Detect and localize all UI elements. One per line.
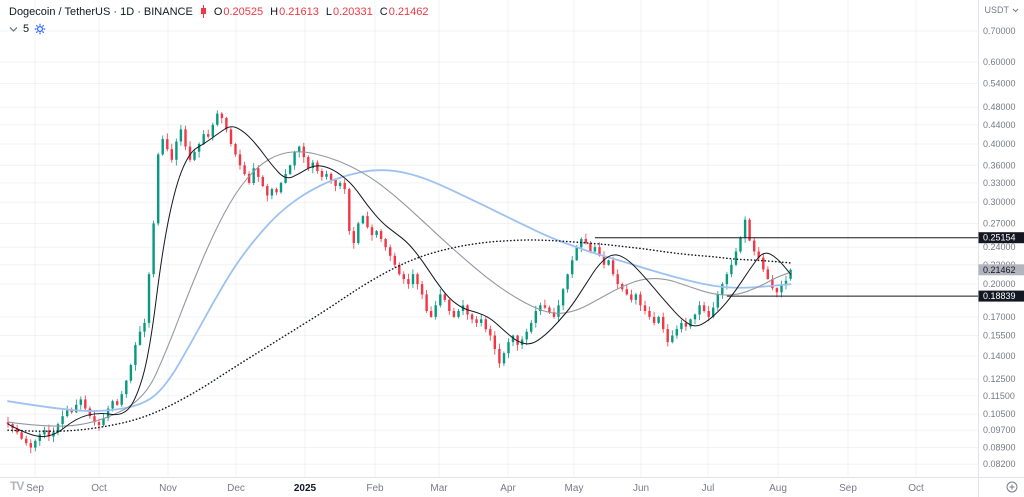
svg-text:0.10500: 0.10500 xyxy=(983,409,1016,419)
svg-text:0.17000: 0.17000 xyxy=(983,312,1016,322)
svg-text:0.70000: 0.70000 xyxy=(983,26,1016,36)
svg-text:0.44000: 0.44000 xyxy=(983,120,1016,130)
ma-fast-black xyxy=(7,126,792,438)
price-axis-bg xyxy=(978,0,1024,497)
close-label: C xyxy=(379,5,388,18)
svg-text:0.08900: 0.08900 xyxy=(983,443,1016,453)
svg-text:Oct: Oct xyxy=(91,483,107,494)
open-value: 0.20525 xyxy=(223,5,264,18)
chevron-down-icon xyxy=(1012,8,1019,13)
svg-text:Apr: Apr xyxy=(500,483,516,494)
candle-type-icon xyxy=(199,5,208,18)
price-axis[interactable]: 0.70000 0.60000 0.54000 0.48000 0.44000 0.400… xyxy=(983,26,1016,469)
time-axis-bg xyxy=(0,477,1024,497)
symbol-title[interactable]: Dogecoin / TetherUS · 1D · BINANCE xyxy=(9,5,193,18)
tradingview-logo[interactable]: TV xyxy=(10,479,24,493)
low-value: 0.20331 xyxy=(332,5,373,18)
svg-text:0.14000: 0.14000 xyxy=(983,351,1016,361)
gear-icon[interactable] xyxy=(34,23,46,35)
currency-label: USDT xyxy=(984,5,1010,15)
candles xyxy=(6,110,792,454)
ma-long-blue xyxy=(7,169,792,412)
grid xyxy=(0,0,978,477)
svg-text:0.18839: 0.18839 xyxy=(983,291,1016,301)
svg-text:0.21462: 0.21462 xyxy=(983,265,1016,275)
close-value: 0.21462 xyxy=(388,5,429,18)
svg-text:0.25154: 0.25154 xyxy=(983,233,1016,243)
currency-toggle[interactable]: USDT xyxy=(985,5,1020,15)
price-line-label[interactable]: 0.18839 xyxy=(978,290,1024,302)
svg-text:0.27000: 0.27000 xyxy=(983,218,1016,228)
chart-legend: Dogecoin / TetherUS · 1D · BINANCE O 0.20… xyxy=(9,5,428,18)
price-line-label[interactable]: 0.25154 xyxy=(978,232,1024,244)
svg-text:0.08200: 0.08200 xyxy=(983,459,1016,469)
low-label: L xyxy=(325,5,332,18)
svg-text:0.15500: 0.15500 xyxy=(983,331,1016,341)
last-price-label[interactable]: 0.21462 xyxy=(978,264,1024,276)
indicators-row: 5 xyxy=(9,23,46,35)
svg-text:0.36000: 0.36000 xyxy=(983,160,1016,170)
svg-text:0.11500: 0.11500 xyxy=(983,391,1015,401)
svg-text:0.60000: 0.60000 xyxy=(983,57,1016,67)
svg-text:Mar: Mar xyxy=(430,483,448,494)
svg-text:Jul: Jul xyxy=(702,483,715,494)
svg-text:0.09700: 0.09700 xyxy=(983,425,1016,435)
svg-text:Jun: Jun xyxy=(633,483,649,494)
svg-text:0.24000: 0.24000 xyxy=(983,242,1016,252)
ma-mid-gray xyxy=(7,151,792,427)
ma-dotted-black xyxy=(7,239,792,432)
svg-text:0.54000: 0.54000 xyxy=(983,78,1016,88)
svg-text:0.33000: 0.33000 xyxy=(983,178,1016,188)
svg-text:Aug: Aug xyxy=(769,483,787,494)
svg-text:Sep: Sep xyxy=(839,483,857,494)
svg-text:Nov: Nov xyxy=(159,483,177,494)
open-label: O xyxy=(213,5,223,18)
chevron-down-icon[interactable] xyxy=(9,26,18,33)
scale-reset-icon[interactable] xyxy=(1006,481,1018,493)
svg-text:0.30000: 0.30000 xyxy=(983,197,1016,207)
svg-text:Oct: Oct xyxy=(908,483,924,494)
svg-text:Feb: Feb xyxy=(366,483,384,494)
svg-text:Sep: Sep xyxy=(26,483,44,494)
svg-text:Dec: Dec xyxy=(227,483,245,494)
svg-text:May: May xyxy=(565,483,584,494)
high-label: H xyxy=(270,5,279,18)
time-axis[interactable]: Sep Oct Nov Dec 2025 Feb Mar Apr May Jun Jul Aug Sep… xyxy=(26,483,924,494)
high-value: 0.21613 xyxy=(279,5,319,18)
ohlc-readout: O 0.20525 H 0.21613 L 0.20331 C 0.21462 xyxy=(214,6,429,18)
svg-text:0.12500: 0.12500 xyxy=(983,374,1016,384)
svg-text:0.20000: 0.20000 xyxy=(983,279,1016,289)
indicators-count[interactable]: 5 xyxy=(23,23,30,35)
svg-text:0.40000: 0.40000 xyxy=(983,139,1016,149)
svg-text:0.48000: 0.48000 xyxy=(983,102,1016,112)
svg-text:2025: 2025 xyxy=(294,483,317,494)
